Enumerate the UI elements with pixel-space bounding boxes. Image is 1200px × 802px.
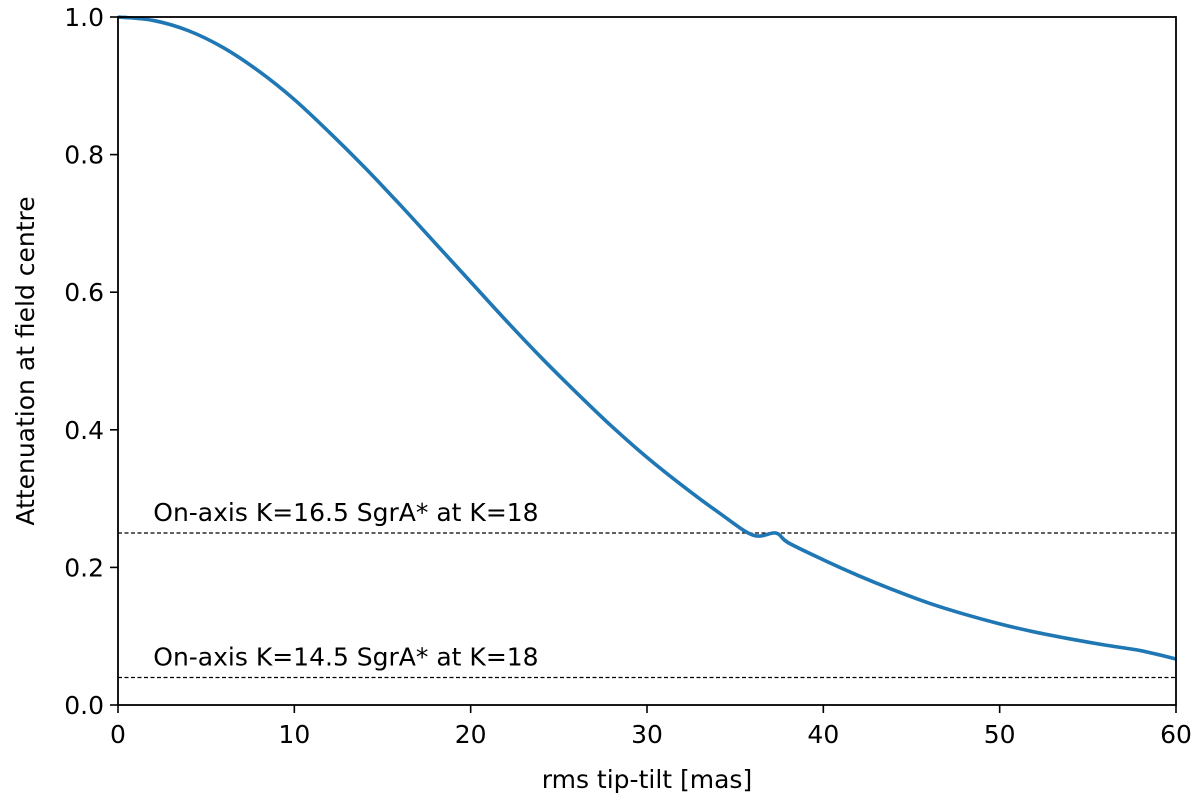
y-tick-label: 0.2: [64, 553, 104, 582]
y-tick-label: 0.6: [64, 278, 104, 307]
y-tick-label: 0.4: [64, 416, 104, 445]
y-tick-label: 1.0: [64, 3, 104, 32]
x-tick-label: 0: [110, 720, 126, 749]
reference-line-label: On-axis K=14.5 SgrA* at K=18: [153, 642, 538, 671]
y-tick-label: 0.8: [64, 141, 104, 170]
x-tick-label: 30: [631, 720, 663, 749]
x-tick-label: 20: [455, 720, 487, 749]
reference-line-label: On-axis K=16.5 SgrA* at K=18: [153, 498, 538, 527]
series-line: [117, 15, 1177, 661]
x-axis-label: rms tip-tilt [mas]: [542, 765, 752, 794]
x-tick-label: 10: [278, 720, 310, 749]
x-tick-label: 60: [1160, 720, 1192, 749]
y-axis-label: Attenuation at field centre: [11, 196, 40, 525]
plot-frame: [117, 16, 1177, 706]
axis-ticks: 0 10 20 30 40 50 60 0.0 0.2 0.4 0.6 0.8 1.0: [64, 3, 1192, 749]
x-tick-label: 50: [984, 720, 1016, 749]
plot-area: On-axis K=16.5 SgrA* at K=18 On-axis K=14…: [117, 15, 1177, 679]
y-tick-label: 0.0: [64, 691, 104, 720]
x-tick-label: 40: [807, 720, 839, 749]
